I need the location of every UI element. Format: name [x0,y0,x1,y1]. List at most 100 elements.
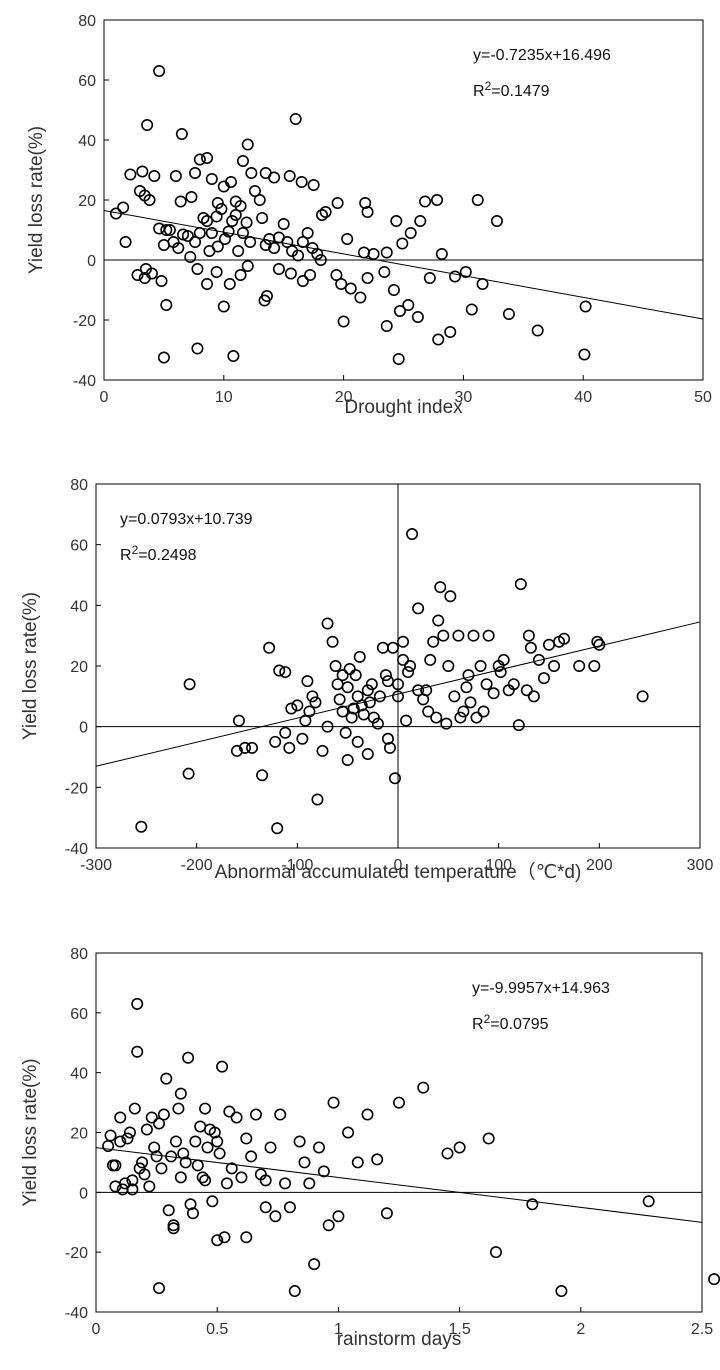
drought-y-tick-label: -40 [73,373,96,390]
drought-data-point [361,206,374,219]
rainstorm-data-point [351,1156,364,1169]
temperature-y-tick-label: 60 [70,538,88,555]
drought-data-point [191,342,204,355]
temperature-data-point [309,696,322,709]
temperature-data-point [336,705,349,718]
temperature-data-point [353,650,366,663]
rainstorm-data-point [186,1207,199,1220]
rainstorm-data-point [313,1141,326,1154]
temperature-data-point [454,711,467,724]
rainstorm-y-axis-label: Yield loss rate(%) [20,1058,41,1206]
rainstorm-data-point [269,1210,282,1223]
rainstorm-y-tick-label: 0 [79,1185,88,1202]
rainstorm-data-point [245,1150,258,1163]
rainstorm-data-point [104,1129,117,1142]
temperature-data-point [341,754,354,767]
rainstorm-data-point [223,1105,236,1118]
rainstorm-data-point [174,1087,187,1100]
temperature-data-point [371,717,384,730]
drought-data-point [465,303,478,316]
temperature-data-point [336,669,349,682]
drought-x-tick-label: 20 [335,389,353,406]
drought-data-point [402,298,415,311]
temperature-data-point [316,744,329,757]
drought-data-point [304,268,317,281]
temperature-data-point [520,684,533,697]
temperature-y-tick-label: -20 [65,780,88,797]
temperature-data-point [386,641,399,654]
rainstorm-data-point [179,1156,192,1169]
temperature-data-point [306,690,319,703]
temperature-data-point [311,793,324,806]
temperature-data-point [482,629,495,642]
drought-data-point [177,228,190,241]
drought-data-point [189,167,202,180]
drought-data-point [490,215,503,228]
rainstorm-data-point [169,1135,182,1148]
drought-data-point [295,176,308,189]
temperature-data-point [440,717,453,730]
temperature-data-point [548,659,561,672]
drought-data-point [256,212,269,225]
drought-chart: 0 10 20 30 40 50 -40 -20 0 20 40 60 80 y=-0.7235x+16… [26,13,712,418]
rainstorm-data-point [114,1135,127,1148]
drought-data-point [268,242,281,255]
drought-data-point [316,209,329,222]
temperature-data-point [232,714,245,727]
temperature-data-point [444,590,457,603]
temperature-data-point [271,822,284,835]
drought-data-point [411,310,424,323]
temperature-data-point [430,711,443,724]
drought-data-point [175,128,188,141]
rainstorm-data-point [342,1126,355,1139]
temperature-data-point [230,744,243,757]
drought-data-point [157,351,170,364]
temperature-data-point [434,581,447,594]
drought-data-point [217,300,230,313]
drought-data-point [153,65,166,78]
rainstorm-trendline [95,1147,703,1223]
drought-data-point [227,349,240,362]
rainstorm-r-value: =0.0795 [490,1016,548,1033]
drought-data-point [218,233,231,246]
temperature-data-point [383,741,396,754]
rainstorm-data-point [235,1171,248,1184]
rainstorm-data-point [259,1201,272,1214]
rainstorm-data-point [371,1153,384,1166]
temperature-data-point [269,735,282,748]
temperature-data-point [494,666,507,679]
rainstorm-data-point [274,1108,287,1121]
temperature-data-point [381,732,394,745]
drought-equation: y=-0.7235x+16.496 [473,47,611,64]
drought-data-point [471,194,484,207]
temperature-data-point [462,669,475,682]
temperature-data-point [464,696,477,709]
temperature-data-point [303,705,316,718]
drought-data-point [191,262,204,275]
temperature-data-point [573,659,586,672]
rainstorm-data-point [259,1174,272,1187]
rainstorm-data-point [143,1180,156,1193]
temperature-data-point [361,747,374,760]
drought-y-tick-label: 0 [87,253,96,270]
drought-data-point [226,215,239,228]
temperature-data-point [448,690,461,703]
temperature-r-squared: R2=0.2498 [120,543,197,564]
drought-y-tick-label: 80 [78,13,96,30]
drought-data-point [224,176,237,189]
rainstorm-data-point [121,1132,134,1145]
drought-data-point [579,300,592,313]
drought-data-point [193,153,206,166]
drought-data-point [396,237,409,250]
rainstorm-data-point [380,1207,393,1220]
drought-data-point [284,267,297,280]
rainstorm-data-point [201,1141,214,1154]
rainstorm-data-point [136,1156,149,1169]
drought-trendline [103,210,704,320]
temperature-data-point [373,690,386,703]
drought-data-point [234,200,247,213]
drought-data-point [335,277,348,290]
rainstorm-data-point [453,1141,466,1154]
temperature-x-tick-label: -200 [181,857,213,874]
